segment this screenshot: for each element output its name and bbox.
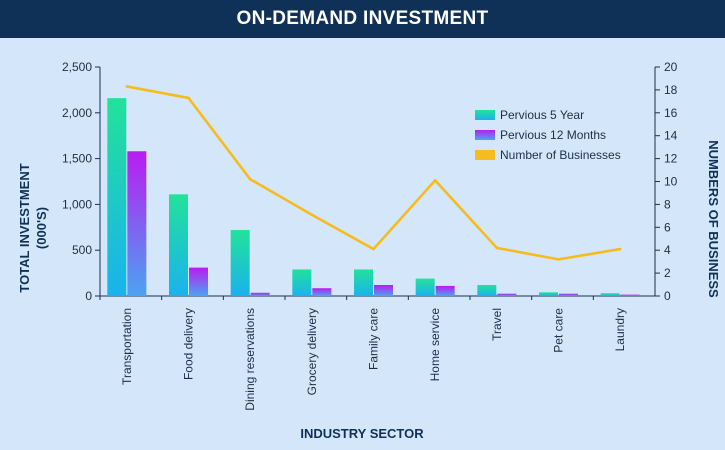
- y-right-tick-label: 14: [664, 129, 678, 143]
- line-point: [187, 96, 190, 100]
- y-right-tick-label: 6: [664, 220, 671, 234]
- y-right-tick-label: 20: [664, 60, 678, 74]
- bar-pervious-5-year: [230, 230, 250, 296]
- legend: Pervious 5 Year Pervious 12 Months Number …: [475, 108, 621, 162]
- bar-pervious-5-year: [354, 269, 373, 296]
- bar-pervious-5-year: [600, 293, 620, 296]
- bar-pervious-12-months: [127, 151, 147, 296]
- chart-title: ON-DEMAND INVESTMENT: [236, 8, 489, 29]
- y-right-label: NUMBERS OF BUSINESS: [706, 140, 721, 298]
- line-point: [495, 246, 499, 250]
- y-left-tick-label: 2,500: [62, 60, 92, 74]
- line-point: [372, 247, 375, 251]
- bars: [107, 98, 640, 296]
- y-right-tick-label: 2: [664, 266, 671, 280]
- legend-swatch: [475, 110, 495, 120]
- y-right-tick-label: 12: [664, 152, 678, 166]
- bar-pervious-5-year: [107, 98, 127, 296]
- x-tick-label: Laundry: [613, 308, 627, 351]
- line-point: [125, 85, 129, 88]
- y-right-tick-label: 8: [664, 197, 671, 211]
- x-tick-label: Home service: [428, 308, 442, 382]
- x-tick-label: Food delivery: [182, 308, 196, 380]
- x-tick-label: Transportation: [120, 308, 134, 385]
- y-left-label-line2: (000'S): [34, 207, 49, 249]
- line-point: [433, 179, 437, 182]
- y-left-label-line1: TOTAL INVESTMENT: [17, 163, 32, 292]
- y-right-tick-label: 0: [664, 289, 671, 303]
- y-right-tick-label: 16: [664, 106, 678, 120]
- bar-pervious-12-months: [620, 294, 640, 296]
- bar-pervious-12-months: [497, 293, 517, 296]
- y-left-tick-label: 1,500: [62, 152, 92, 166]
- y-right-tick-label: 10: [664, 175, 678, 189]
- bar-pervious-12-months: [559, 293, 578, 296]
- x-tick-label: Grocery delivery: [305, 308, 319, 395]
- line-point: [557, 258, 560, 261]
- y-left-tick-label: 2,000: [62, 106, 92, 120]
- bar-pervious-5-year: [415, 278, 435, 296]
- axis-labels: TOTAL INVESTMENT (000'S) NUMBERS OF BUSI…: [17, 140, 721, 441]
- bar-pervious-12-months: [435, 285, 455, 296]
- bar-pervious-5-year: [169, 194, 188, 296]
- legend-label: Pervious 12 Months: [500, 128, 606, 142]
- y-left-tick-label: 1,000: [62, 197, 92, 211]
- bar-pervious-12-months: [250, 292, 270, 296]
- legend-label: Number of Businesses: [500, 148, 621, 162]
- line-point: [618, 247, 622, 251]
- bar-pervious-12-months: [189, 267, 208, 296]
- bar-pervious-5-year: [477, 285, 497, 296]
- bar-pervious-5-year: [539, 292, 558, 296]
- x-tick-label: Family care: [367, 308, 381, 370]
- line-point: [248, 177, 252, 181]
- title-bar: ON-DEMAND INVESTMENT: [0, 0, 725, 38]
- bar-pervious-12-months: [312, 288, 332, 296]
- y-left-tick-label: 0: [85, 289, 92, 303]
- x-tick-label: Travel: [490, 308, 504, 341]
- business-line: [125, 85, 622, 261]
- legend-swatch: [475, 150, 495, 160]
- y-right-tick-label: 18: [664, 83, 678, 97]
- bar-pervious-5-year: [292, 269, 312, 296]
- y-right-tick-label: 4: [664, 243, 671, 257]
- axes: 0 500 1,000 1,500 2,000 2,500 0 2 4 6 8 10 12 14 16 18 2…: [62, 60, 678, 411]
- line-point: [310, 213, 314, 217]
- legend-swatch: [475, 130, 495, 140]
- bar-pervious-12-months: [374, 285, 393, 296]
- y-left-tick-label: 500: [72, 243, 92, 257]
- x-tick-label: Dining reservations: [243, 308, 257, 411]
- chart: 0 500 1,000 1,500 2,000 2,500 0 2 4 6 8 10 12 14 16 18 2…: [17, 60, 721, 441]
- x-tick-label: Pet care: [552, 308, 566, 353]
- x-axis-label: INDUSTRY SECTOR: [300, 426, 424, 441]
- legend-label: Pervious 5 Year: [500, 108, 584, 122]
